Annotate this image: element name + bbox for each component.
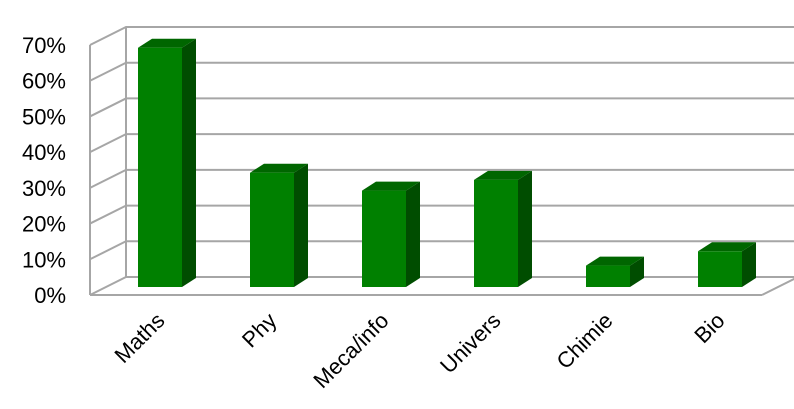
y-tick-label: 30% bbox=[22, 176, 66, 201]
bar-side bbox=[742, 242, 756, 287]
gridline bbox=[89, 26, 794, 46]
bar-chimie bbox=[586, 256, 644, 287]
bar-phy bbox=[250, 163, 308, 287]
bars bbox=[138, 38, 756, 287]
gridline bbox=[89, 97, 794, 118]
gridline bbox=[89, 61, 794, 82]
gridline bbox=[89, 276, 794, 296]
x-axis-category-labels: Maths Phy Meca/info Univers Chimie Bio bbox=[109, 308, 729, 393]
x-category-label: Meca/info bbox=[308, 308, 393, 393]
bar-side bbox=[294, 163, 308, 287]
bar-side bbox=[630, 256, 644, 287]
gridline bbox=[89, 204, 794, 225]
bar-front bbox=[250, 172, 294, 287]
y-axis-tick-labels: 0% 10% 20% 30% 40% 50% 60% 70% bbox=[22, 33, 66, 308]
gridline bbox=[89, 240, 794, 261]
y-tick-label: 40% bbox=[22, 140, 66, 165]
y-tick-label: 10% bbox=[22, 247, 66, 272]
x-category-label: Univers bbox=[435, 308, 505, 378]
x-category-label: Chimie bbox=[551, 308, 617, 374]
bar-front bbox=[362, 190, 406, 287]
y-tick-label: 60% bbox=[22, 69, 66, 94]
y-tick-label: 70% bbox=[22, 33, 66, 58]
bar-top bbox=[138, 38, 196, 48]
x-category-label: Bio bbox=[689, 308, 729, 348]
floor-right-edge bbox=[761, 277, 794, 296]
bar-side bbox=[518, 170, 532, 287]
bar-top bbox=[250, 163, 308, 173]
x-category-label: Maths bbox=[109, 308, 169, 368]
bar-top bbox=[698, 242, 756, 252]
gridlines bbox=[89, 26, 794, 296]
bar-top bbox=[474, 170, 532, 180]
bar-top bbox=[586, 256, 644, 266]
bar-bio bbox=[698, 242, 756, 287]
y-tick-label: 20% bbox=[22, 212, 66, 237]
bar-maths bbox=[138, 38, 196, 287]
bar-front bbox=[698, 251, 742, 287]
bar-front bbox=[586, 265, 630, 287]
chart-walls bbox=[89, 27, 794, 296]
bar-top bbox=[362, 181, 420, 191]
gridline bbox=[89, 133, 794, 154]
bar-side bbox=[406, 181, 420, 287]
bar-front bbox=[474, 179, 518, 287]
y-tick-label: 50% bbox=[22, 104, 66, 129]
bar-side bbox=[182, 38, 196, 287]
bar-front bbox=[138, 47, 182, 287]
x-category-label: Phy bbox=[237, 308, 281, 352]
bar-univers bbox=[474, 170, 532, 287]
y-tick-label: 0% bbox=[34, 283, 66, 308]
gridline bbox=[89, 168, 794, 189]
bar-meca-info bbox=[362, 181, 420, 287]
